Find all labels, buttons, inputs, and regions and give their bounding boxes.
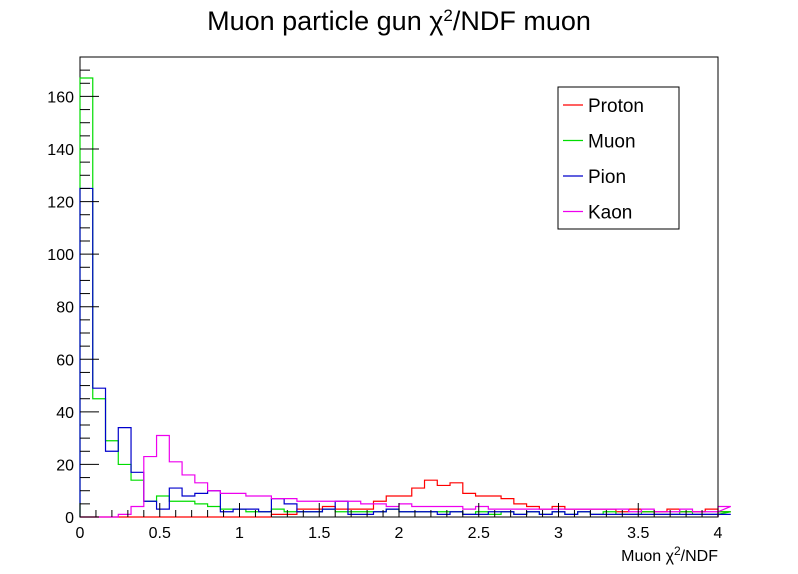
x-tick-label: 3 [554, 525, 563, 542]
legend-label: Muon [588, 132, 636, 153]
x-axis-superscript: 2 [674, 544, 681, 558]
title-superscript: 2 [443, 6, 452, 25]
y-tick-label: 100 [47, 247, 74, 264]
y-tick-label: 20 [56, 457, 74, 474]
x-tick-label: 2.5 [468, 525, 490, 542]
x-tick-label: 4 [714, 525, 723, 542]
x-axis: 0 0.5 1 1.5 2 2.5 3 3.5 4 [76, 503, 723, 542]
legend-item-pion: Pion [563, 167, 626, 188]
y-tick-label: 60 [56, 352, 74, 369]
x-tick-label: 1 [235, 525, 244, 542]
legend-item-proton: Proton [563, 96, 644, 117]
y-tick-label: 0 [65, 510, 74, 527]
legend-box [557, 86, 680, 230]
y-tick-label: 140 [47, 142, 74, 159]
y-tick-label: 160 [47, 89, 74, 106]
histogram-series-kaon [80, 434, 731, 518]
x-tick-label: 2 [395, 525, 404, 542]
legend-item-kaon: Kaon [563, 203, 632, 224]
y-axis: 0 20 40 60 80 100 120 140 160 [47, 56, 99, 527]
y-tick-label: 40 [56, 405, 74, 422]
x-tick-label: 3.5 [627, 525, 649, 542]
histogram-series-pion [79, 187, 731, 517]
x-axis-chi-symbol: χ [666, 548, 675, 565]
legend-label: Pion [588, 167, 626, 188]
legend-label: Kaon [588, 203, 632, 224]
y-tick-label: 120 [47, 195, 74, 212]
x-tick-label: 0.5 [149, 525, 171, 542]
x-axis-title: Muon χ2/NDF [621, 544, 718, 565]
x-tick-label: 1.5 [308, 525, 330, 542]
y-tick-label: 80 [56, 300, 74, 317]
title-chi-symbol: χ [429, 6, 443, 36]
x-tick-label: 0 [76, 525, 85, 542]
chart-title: Muon particle gun χ2/NDF muon [207, 6, 591, 36]
legend: Proton Muon Pion Kaon [557, 86, 680, 230]
legend-item-muon: Muon [563, 132, 636, 153]
legend-label: Proton [588, 96, 644, 117]
